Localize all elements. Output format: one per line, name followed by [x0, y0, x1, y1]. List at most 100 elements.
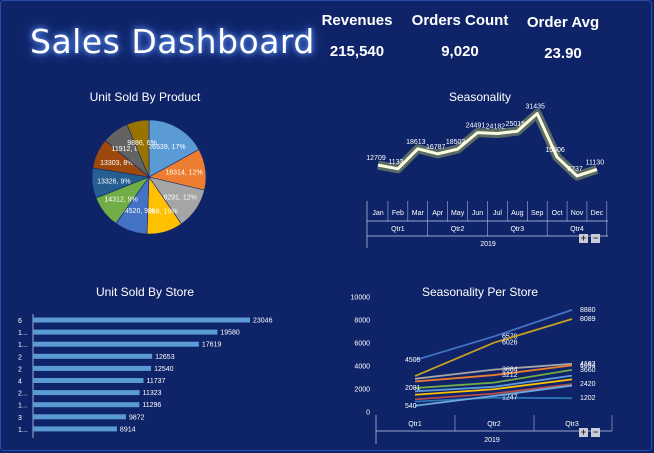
pie-data-label: 18291, 12% [159, 194, 196, 201]
bar-4 [33, 365, 152, 371]
kpi-label: Orders Count [411, 12, 509, 29]
pie-data-label: 9886, 6% [127, 140, 157, 147]
bar-0 [33, 317, 250, 323]
bar-category-label: 3 [18, 415, 22, 422]
bar-data-label: 12653 [155, 354, 175, 361]
seasonality-line [377, 112, 598, 178]
seasonality-data-label: 12709 [366, 155, 386, 162]
pie-data-label: 13326, 9% [97, 178, 130, 185]
store-data-label: 3212 [502, 372, 518, 379]
store-data-label: 6026 [502, 340, 518, 347]
quarter-tick-label: Qtr2 [451, 226, 465, 233]
pie-data-label: 15898, 10% [140, 208, 177, 215]
collapse-field-button[interactable]: − [591, 233, 600, 243]
month-tick-label: Sep [531, 210, 544, 217]
y-tick-label: 8000 [354, 318, 370, 325]
pie-data-label: 13303, 8% [100, 160, 133, 167]
bar-7 [33, 402, 140, 408]
quarter-tick-label: Qtr3 [510, 226, 524, 233]
quarter-tick-label: Qtr1 [408, 421, 422, 428]
seasonality-data-label: 24182 [486, 123, 506, 130]
store-data-label: 8880 [580, 307, 596, 314]
month-tick-label: Oct [552, 210, 563, 217]
bar-data-label: 23046 [253, 318, 273, 325]
month-tick-label: May [451, 210, 465, 217]
bar-3 [33, 353, 153, 359]
pie-data-label: 14520, 9% [121, 208, 154, 215]
bar-8 [33, 414, 126, 420]
pie-data-label: 18314, 12% [165, 170, 202, 177]
bar-category-label: 2... [18, 391, 28, 398]
bar-2 [33, 341, 199, 347]
bar-9 [33, 426, 117, 432]
quarter-tick-label: Qtr2 [487, 421, 501, 428]
seasonality-chart-title: Seasonality [448, 90, 512, 104]
month-tick-label: Jun [472, 210, 483, 217]
bar-data-label: 9872 [129, 414, 145, 421]
bar-1 [33, 329, 218, 335]
store-data-label: 8089 [580, 316, 596, 323]
month-tick-label: Nov [571, 210, 584, 217]
store-series-line-1 [414, 318, 573, 377]
y-tick-label: 0 [366, 410, 370, 417]
store-series-line-7 [414, 383, 573, 401]
bar-category-label: 6 [18, 318, 22, 325]
quarter-tick-label: Qtr4 [570, 226, 584, 233]
store-series-line-9 [414, 384, 573, 407]
store-seasonality-title: Seasonality Per Store [421, 285, 539, 299]
collapse-field-button-2[interactable]: − [591, 427, 600, 437]
month-tick-label: Feb [392, 210, 404, 217]
seasonality-data-label: 25015 [506, 121, 526, 128]
store-data-label: 3660 [580, 367, 596, 374]
y-tick-label: 10000 [351, 295, 371, 302]
store-data-label: 4192 [580, 361, 596, 368]
bar-data-label: 11323 [143, 390, 162, 397]
store-series-line-6 [414, 378, 573, 396]
year-tick-label: 2019 [484, 437, 500, 444]
seasonality-data-label: 1133 [388, 159, 403, 166]
quarter-tick-label: Qtr1 [391, 226, 405, 233]
y-tick-label: 6000 [354, 341, 370, 348]
expand-field-button[interactable]: + [579, 233, 588, 243]
store-series-line-5 [414, 374, 573, 393]
pie-data-label: 14312, 9% [104, 196, 137, 203]
bar-category-label: 4 [18, 379, 22, 386]
kpi-orders-count: Orders Count 9,020 [410, 12, 510, 60]
store-data-label: 4054 [580, 362, 596, 369]
pie-data-label: 26539, 17% [148, 144, 185, 151]
store-data-label: 2081 [405, 385, 421, 392]
bar-6 [33, 390, 140, 396]
kpi-value: 9,020 [441, 43, 479, 60]
seasonality-data-label: 16787 [426, 144, 446, 151]
store-series-line-4 [414, 369, 573, 389]
month-tick-label: Aug [511, 210, 524, 217]
seasonality-data-label: 15606 [545, 147, 565, 154]
bar-category-label: 2 [18, 354, 22, 361]
bar-data-label: 17619 [202, 342, 222, 349]
bar-5 [33, 378, 144, 383]
store-data-label: 3684 [502, 367, 518, 374]
store-data-label: 1247 [502, 395, 518, 402]
bar-data-label: 11296 [142, 402, 161, 409]
bar-data-label: 8914 [120, 426, 136, 433]
bar-data-label: 12540 [154, 366, 174, 373]
store-data-label: 1202 [580, 395, 596, 402]
kpi-value: 23.90 [544, 45, 582, 62]
seasonality-data-label: 18502 [446, 139, 466, 146]
bar-category-label: 1... [18, 330, 28, 337]
bar-category-label: 1... [18, 427, 28, 434]
month-tick-label: Jan [372, 210, 383, 217]
month-tick-label: Dec [591, 210, 604, 217]
pie-slice-0 [148, 119, 200, 178]
expand-field-button-2[interactable]: + [579, 427, 588, 437]
quarter-tick-label: Qtr3 [565, 421, 579, 428]
store-data-label: 540 [405, 403, 417, 410]
store-data-label: 2420 [580, 381, 596, 388]
month-tick-label: Apr [432, 210, 444, 217]
pie-chart-title: Unit Sold By Product [89, 90, 201, 104]
kpi-order-avg: Order Avg 23.90 [522, 14, 604, 62]
seasonality-data-label: 8737 [567, 166, 583, 173]
bar-category-label: 1... [18, 403, 28, 410]
